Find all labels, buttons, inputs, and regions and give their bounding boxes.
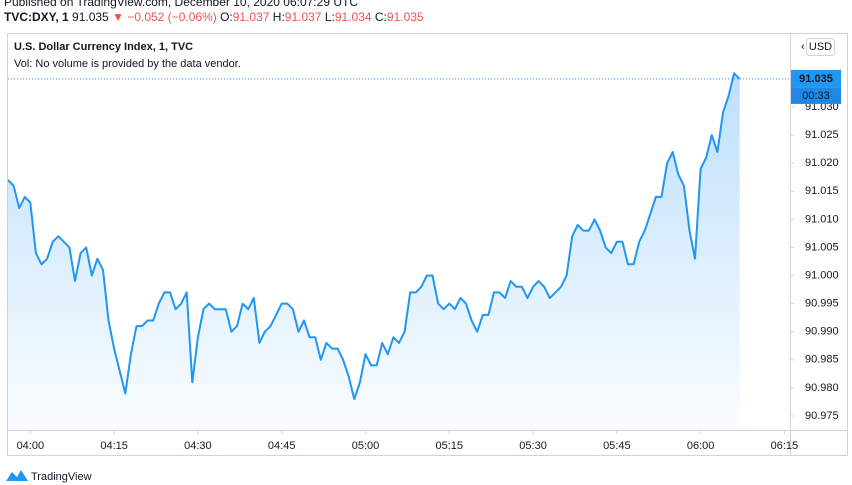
symbol: TVC:DXY, 1 — [4, 10, 69, 24]
x-tick-label: 04:30 — [184, 440, 212, 452]
countdown: 00:33 — [802, 90, 830, 102]
y-tick-label: 91.005 — [805, 241, 839, 253]
x-tick-label: 05:30 — [519, 440, 547, 452]
down-arrow: ▼ — [112, 10, 124, 24]
line — [7, 72, 741, 401]
ohlc-value: 91.037 — [233, 10, 270, 24]
countdown-box — [791, 87, 841, 104]
ohlc-value: 91.035 — [387, 10, 424, 24]
x-tick-label: 05:00 — [352, 440, 380, 452]
x-tick-label: 06:00 — [687, 440, 715, 452]
currency-button[interactable] — [806, 38, 835, 56]
ohlc-value: 91.034 — [335, 10, 372, 24]
brand: TradingView — [31, 471, 92, 483]
logo — [6, 470, 28, 481]
y-tick-label: 91.000 — [805, 269, 839, 281]
y-tick-label: 90.990 — [805, 326, 839, 338]
y-tick-label: 91.025 — [805, 129, 839, 141]
change: −0.052 (−0.06%) — [127, 10, 216, 24]
x-tick-label: 05:15 — [436, 440, 464, 452]
y-tick-label: 91.010 — [805, 213, 839, 225]
ohlc-label: H: — [273, 10, 285, 24]
collapse-icon[interactable]: ‹ — [801, 41, 805, 53]
published: Published on TradingView.com, December 1… — [4, 0, 358, 9]
ohlc-label: C: — [375, 10, 387, 24]
last-price-box — [791, 69, 841, 88]
x-tick-label: 04:00 — [17, 440, 45, 452]
x-tick-label: 04:45 — [268, 440, 296, 452]
ohlc-value: 91.037 — [285, 10, 322, 24]
ohlc-label: O: — [220, 10, 233, 24]
y-tick-label: 91.020 — [805, 157, 839, 169]
y-tick-label: 90.975 — [805, 410, 839, 422]
y-tick-label: 91.015 — [805, 185, 839, 197]
y-tick-label: 90.980 — [805, 382, 839, 394]
chart-frame — [7, 33, 848, 456]
last-price-label: 91.035 — [799, 73, 833, 85]
logo-icon — [6, 470, 28, 481]
symbol-line: TVC:DXY, 1 91.035 ▼ −0.052 (−0.06%) O:91… — [4, 10, 424, 24]
y-tick-label: 90.985 — [805, 354, 839, 366]
price: 91.035 — [72, 10, 109, 24]
x-tick-label: 06:15 — [771, 440, 799, 452]
chart-title: U.S. Dollar Currency Index, 1, TVC — [14, 41, 193, 53]
y-tick-label: 90.995 — [805, 298, 839, 310]
ohlc-label: L: — [325, 10, 335, 24]
chart-subtitle: Vol: No volume is provided by the data v… — [14, 58, 241, 70]
currency: USD — [809, 41, 832, 53]
area — [8, 73, 740, 431]
x-tick-label: 04:15 — [100, 440, 128, 452]
x-tick-label: 05:45 — [603, 440, 631, 452]
